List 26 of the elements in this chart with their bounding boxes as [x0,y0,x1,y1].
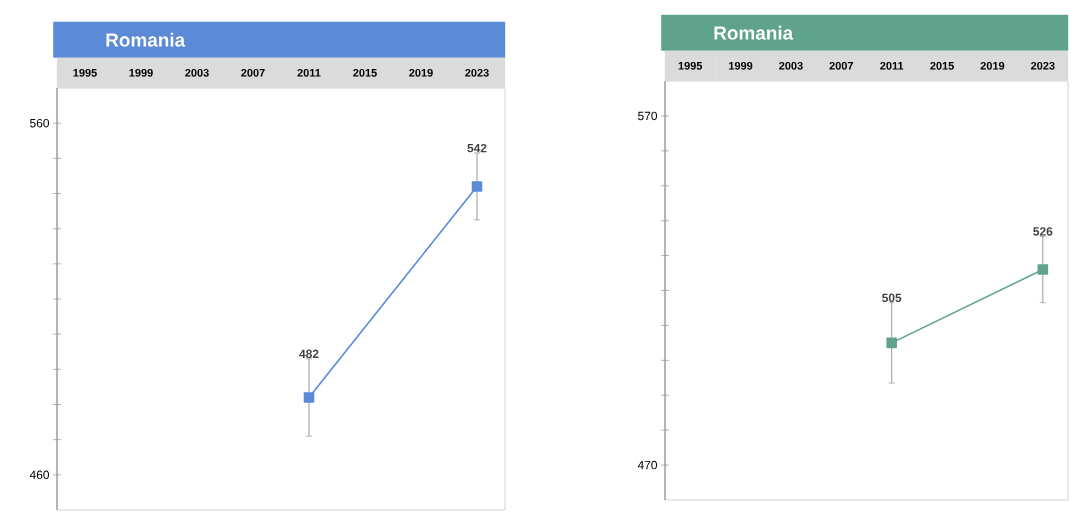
x-tick-label: 2011 [880,61,904,70]
y-tick-label: 460 [29,470,50,480]
data-label: 482 [299,349,319,359]
x-tick-label: 2023 [1031,61,1055,70]
x-tick-label: 2023 [465,68,489,77]
x-tick-label: 2011 [297,68,321,77]
x-tick-label: 2019 [409,68,433,77]
data-label: 542 [467,143,487,153]
x-tick-label: 2007 [829,61,854,70]
x-tick-label: 2015 [930,61,954,70]
y-tick-label: 560 [30,118,50,128]
x-tick-label: 2007 [241,68,265,77]
y-tick-label: 570 [638,111,658,121]
x-tick-label: 1995 [73,68,97,77]
x-tick-label: 2019 [980,61,1005,70]
x-tick-label: 1995 [678,61,703,70]
x-tick-label: 1999 [129,68,153,77]
data-label: 526 [1033,227,1053,236]
x-tick-label: 2003 [185,68,209,77]
data-label: 505 [882,293,902,303]
y-tick-label: 470 [637,460,658,470]
x-tick-label: 2003 [779,61,803,70]
x-tick-label: 2015 [353,68,377,77]
chart-title: Romania [714,25,794,40]
x-tick-label: 1999 [729,61,753,70]
chart-title: Romania [106,32,186,47]
